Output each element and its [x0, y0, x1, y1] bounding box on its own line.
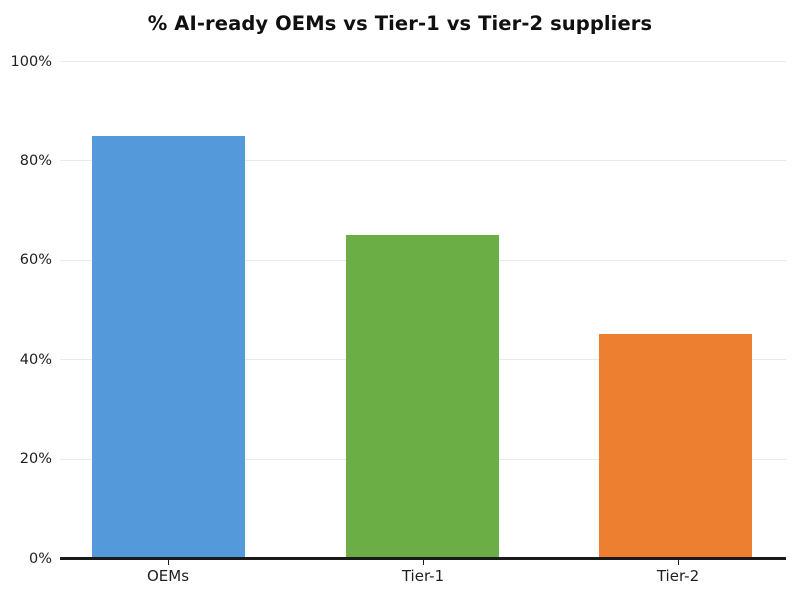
y-axis-tick-label-80: 80% — [19, 152, 52, 169]
x-axis-label-oems: OEMs — [146, 567, 190, 585]
y-axis-tick-label-60: 60% — [19, 252, 52, 269]
x-axis-tick-mark-tier-2 — [678, 560, 679, 565]
bar-tier-1[interactable] — [346, 234, 499, 558]
y-axis-tick-label-100: 100% — [10, 53, 52, 70]
chart-title: % AI-ready OEMs vs Tier-1 vs Tier-2 supp… — [147, 12, 653, 35]
plot-area — [60, 61, 786, 558]
x-axis-label-tier-2: Tier-2 — [656, 567, 700, 585]
y-axis-tick-labels: 100% 80% 60% 40% 20% 0% — [0, 0, 52, 600]
gridline-100 — [60, 61, 786, 62]
bar-tier-2[interactable] — [599, 334, 752, 558]
y-axis-tick-label-40: 40% — [19, 351, 52, 368]
x-axis-line — [60, 557, 786, 560]
y-axis-tick-label-0: 0% — [28, 550, 52, 567]
gridline-80 — [60, 160, 786, 162]
bar-oems[interactable] — [92, 135, 245, 558]
x-axis-tick-mark-tier-1 — [423, 560, 424, 565]
x-axis-label-tier-1: Tier-1 — [401, 567, 445, 585]
y-axis-tick-label-20: 20% — [19, 451, 52, 468]
x-axis-tick-mark-oems — [168, 560, 169, 565]
